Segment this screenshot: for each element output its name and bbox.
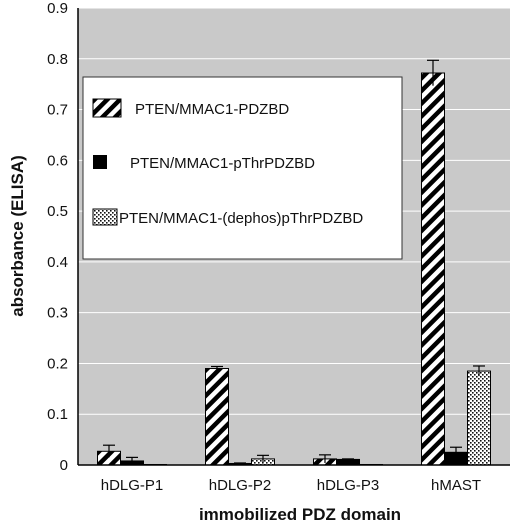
x-tick-label: hMAST	[431, 477, 481, 494]
y-tick-label: 0.1	[47, 406, 68, 423]
error-bar	[126, 456, 138, 465]
error-bar	[427, 59, 439, 86]
error-bar	[450, 446, 462, 458]
bar-hDLG-P3-series-2	[336, 458, 360, 466]
error-bar	[211, 365, 223, 371]
y-axis-title: absorbance (ELISA)	[8, 155, 27, 317]
error-bar	[257, 454, 269, 463]
error-bar	[342, 458, 354, 460]
x-tick-label: hDLG-P1	[101, 477, 164, 494]
error-bar	[234, 462, 246, 464]
bar-hMAST-series-1	[421, 72, 445, 466]
bar-hMAST-series-3	[467, 370, 491, 466]
legend-box	[82, 76, 403, 260]
y-tick-label: 0.9	[47, 0, 68, 17]
x-tick-label: hDLG-P2	[209, 477, 272, 494]
y-tick-label: 0.5	[47, 203, 68, 220]
bar-hDLG-P2-series-1	[205, 368, 229, 466]
x-tick-labels: hDLG-P1 hDLG-P2 hDLG-P3 hMAST	[101, 477, 481, 494]
legend-label-pthr: PTEN/MMAC1-pThrPDZBD	[130, 155, 315, 172]
y-tick-label: 0.3	[47, 305, 68, 322]
x-axis-title: immobilized PDZ domain	[199, 505, 401, 524]
legend-swatch-solid	[93, 155, 107, 169]
y-tick-label: 0.4	[47, 254, 68, 271]
y-tick-label: 0.6	[47, 152, 68, 169]
y-tick-label: 0.7	[47, 102, 68, 119]
legend-swatch-hatch	[92, 98, 122, 118]
legend: PTEN/MMAC1-PDZBD PTEN/MMAC1-pThrPDZBD PT…	[82, 76, 403, 260]
y-tick-labels: 0 0.1 0.2 0.3 0.4 0.5 0.6 0.7 0.8 0.9	[47, 0, 68, 474]
y-tick-label: 0.2	[47, 355, 68, 372]
y-tick-label: 0	[60, 457, 68, 474]
legend-swatch-dotted	[92, 208, 118, 226]
legend-label-dephos: PTEN/MMAC1-(dephos)pThrPDZBD	[119, 210, 363, 227]
x-tick-label: hDLG-P3	[317, 477, 380, 494]
error-bar	[103, 444, 115, 458]
bars-group	[97, 59, 491, 466]
error-bar	[473, 365, 485, 377]
y-tick-label: 0.8	[47, 51, 68, 68]
legend-label-pdzbd: PTEN/MMAC1-PDZBD	[135, 101, 289, 118]
error-bar	[319, 454, 331, 463]
